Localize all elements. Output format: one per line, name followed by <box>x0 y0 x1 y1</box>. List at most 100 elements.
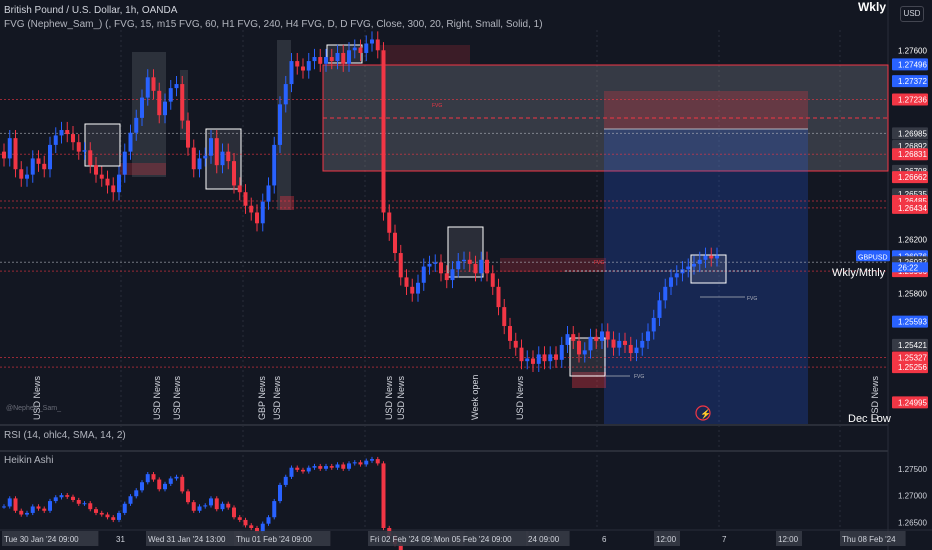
candle <box>174 75 179 97</box>
candle <box>519 339 524 370</box>
candle <box>600 323 604 350</box>
svg-text:Thu 08 Feb '24: Thu 08 Feb '24 <box>842 535 896 544</box>
svg-text:12:00: 12:00 <box>656 535 677 544</box>
ha-candle <box>53 495 58 504</box>
candle <box>335 44 340 70</box>
candle <box>364 35 369 62</box>
currency-button[interactable]: USD <box>900 6 924 22</box>
price-tag <box>892 338 928 351</box>
ha-candle <box>59 493 64 500</box>
ha-candle <box>48 498 52 513</box>
candle <box>370 31 374 52</box>
price-axis-label: 1.24995 <box>898 398 927 407</box>
price-axis-label: 1.25800 <box>898 290 927 299</box>
symbol-tag-label: GBPUSD <box>858 254 888 261</box>
ha-candle <box>364 458 369 467</box>
candle <box>421 258 426 291</box>
ha-candle <box>180 474 185 494</box>
candle <box>283 75 288 113</box>
ha-candle <box>76 497 81 506</box>
ha-candle <box>111 515 116 523</box>
ha-candle <box>36 504 41 511</box>
candle <box>571 326 576 350</box>
news-label: USD News <box>172 375 182 420</box>
candle <box>306 52 311 79</box>
svg-text:24 09:00: 24 09:00 <box>528 535 560 544</box>
ha-candle <box>370 456 374 463</box>
candle <box>237 177 242 201</box>
candle <box>479 251 484 282</box>
svg-text:31: 31 <box>116 535 125 544</box>
candle <box>398 244 403 286</box>
candle <box>105 170 110 194</box>
ha-candle <box>209 496 213 508</box>
candle <box>410 278 415 302</box>
ha-candle <box>220 501 225 512</box>
candle <box>25 166 29 187</box>
ha-candle <box>381 461 386 531</box>
news-icon[interactable] <box>695 405 711 421</box>
candle <box>502 298 507 335</box>
candle <box>634 339 639 362</box>
news-label: Week open <box>470 375 480 420</box>
candle <box>82 142 87 160</box>
candle <box>657 292 662 327</box>
candle <box>117 166 121 201</box>
candle <box>548 346 553 370</box>
ha-candle <box>347 461 351 471</box>
time-axis-label: 6 <box>602 535 607 544</box>
candle <box>145 69 150 106</box>
time-axis-label: Mon 05 Feb '24 09:00 <box>432 531 529 546</box>
news-label: USD News <box>384 375 394 420</box>
candle <box>404 269 409 295</box>
candle <box>703 247 708 268</box>
time-axis-label: Thu 01 Feb '24 09:00 <box>234 531 331 546</box>
ha-candle <box>324 463 328 471</box>
candle <box>347 42 351 72</box>
time-axis-label: Thu 08 Feb '24 <box>840 531 906 546</box>
candle <box>249 197 254 221</box>
candle <box>531 350 535 372</box>
ha-candle <box>13 496 18 513</box>
candle <box>42 155 47 178</box>
candle <box>416 274 420 302</box>
candle <box>318 48 323 72</box>
ha-candle <box>94 507 98 516</box>
candle <box>473 255 478 282</box>
price-axis-label: 1.26892 <box>898 142 927 151</box>
ha-candle <box>352 460 357 466</box>
candle <box>715 247 719 267</box>
candle <box>456 253 461 278</box>
candle <box>186 112 190 156</box>
candle <box>508 317 512 350</box>
candle <box>312 48 317 70</box>
candle <box>628 336 633 362</box>
candle <box>559 336 564 368</box>
time-axis-label: Tue 30 Jan '24 09:00 <box>2 531 99 546</box>
candle <box>255 204 259 232</box>
dec-low-label: Dec Low <box>848 413 891 425</box>
candle <box>71 125 75 151</box>
candle <box>36 150 41 172</box>
candle <box>140 89 144 126</box>
candle <box>554 346 558 368</box>
price-axis-label: 1.25256 <box>898 363 927 372</box>
candle <box>203 147 208 167</box>
ha-candle <box>278 482 282 504</box>
ha-candle <box>237 515 242 523</box>
svg-text:7: 7 <box>722 535 727 544</box>
candle <box>427 255 432 275</box>
ha-candle <box>140 480 144 493</box>
price-axis-label: 1.26485 <box>898 197 927 206</box>
ha-candle <box>88 501 93 512</box>
svg-text:Mon 05 Feb '24 09:00: Mon 05 Feb '24 09:00 <box>434 535 512 544</box>
candle <box>496 278 501 316</box>
ha-candle <box>329 463 334 470</box>
candle <box>582 342 587 363</box>
price-axis-label: 1.27496 <box>898 60 927 69</box>
svg-text:Tue 30 Jan '24 09:00: Tue 30 Jan '24 09:00 <box>4 535 79 544</box>
candle <box>352 39 357 59</box>
ha-candle <box>105 512 110 520</box>
